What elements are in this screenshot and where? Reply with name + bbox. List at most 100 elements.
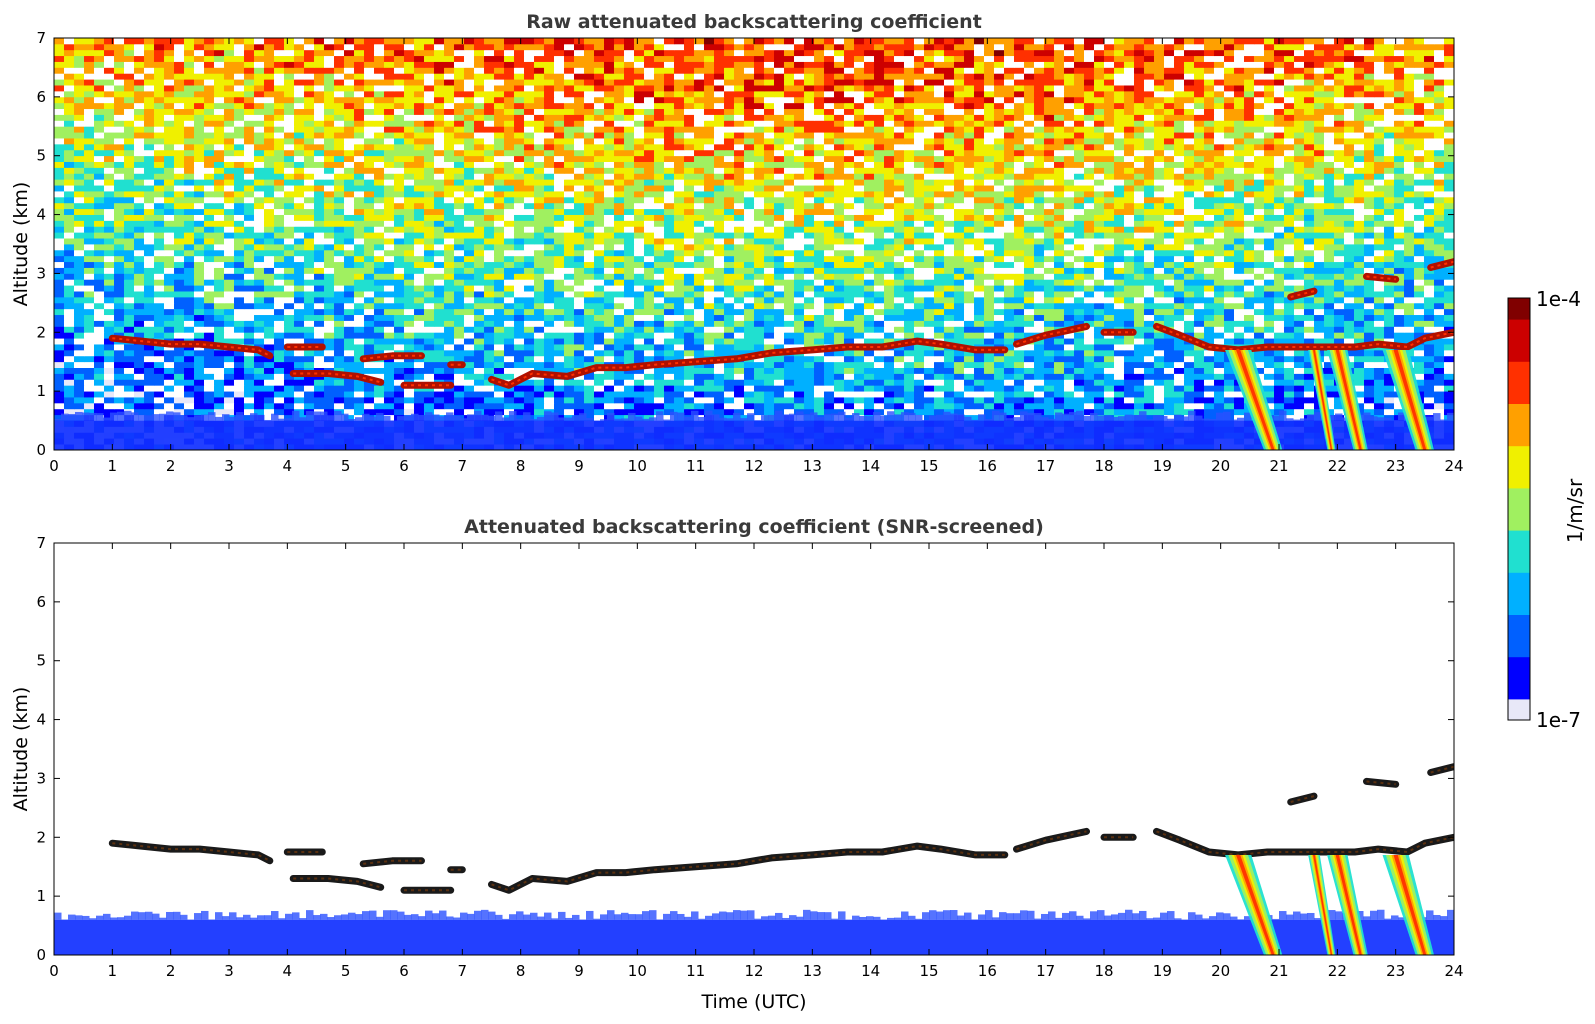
noise-cell (54, 302, 65, 310)
noise-cell (764, 344, 775, 351)
noise-cell (1344, 267, 1355, 274)
noise-cell (1114, 285, 1125, 292)
noise-cell (944, 373, 955, 380)
noise-cell (964, 285, 975, 292)
noise-cell (364, 249, 375, 257)
noise-cell (884, 373, 895, 380)
noise-cell (914, 302, 925, 310)
noise-cell (174, 238, 185, 245)
noise-cell (1054, 285, 1065, 292)
noise-cell (594, 373, 605, 380)
noise-cell (504, 261, 515, 268)
noise-cell (504, 391, 515, 398)
noise-cell (754, 314, 765, 321)
noise-cell (704, 391, 715, 398)
noise-cell (524, 244, 535, 251)
noise-cell (734, 249, 745, 257)
noise-cell (854, 349, 865, 357)
noise-cell (214, 402, 225, 410)
noise-cell (1114, 373, 1125, 380)
noise-cell (584, 273, 595, 280)
noise-cell (604, 385, 615, 392)
noise-cell (374, 397, 385, 404)
noise-cell (894, 320, 905, 327)
noise-cell (434, 326, 445, 333)
noise-cell (1164, 308, 1175, 316)
noise-cell (744, 238, 755, 245)
noise-cell (414, 296, 425, 304)
noise-cell (624, 308, 635, 316)
noise-cell (374, 291, 385, 298)
noise-cell (1194, 373, 1205, 380)
noise-cell (124, 279, 135, 286)
noise-cell (184, 273, 195, 280)
noise-cell (664, 267, 675, 274)
noise-cell (784, 379, 795, 386)
noise-cell (584, 408, 595, 416)
noise-cell (874, 273, 885, 280)
noise-cell (734, 273, 745, 280)
noise-cell (264, 255, 275, 263)
noise-cell (1054, 273, 1065, 280)
noise-cell (1274, 249, 1285, 257)
noise-cell (1114, 344, 1125, 351)
noise-cell (634, 344, 645, 351)
noise-cell (584, 308, 595, 316)
noise-cell (434, 249, 445, 257)
noise-cell (104, 308, 115, 316)
noise-cell (1444, 379, 1454, 386)
noise-cell (1334, 408, 1345, 416)
noise-cell (614, 279, 625, 286)
noise-cell (94, 302, 105, 310)
noise-cell (834, 320, 845, 327)
noise-cell (1014, 355, 1025, 363)
noise-cell (554, 273, 565, 280)
noise-cell (244, 261, 255, 268)
noise-cell (964, 391, 975, 398)
noise-cell (534, 320, 545, 327)
noise-cell (354, 291, 365, 298)
noise-cell (494, 338, 505, 345)
noise-cell (1004, 320, 1015, 327)
noise-cell (414, 332, 425, 339)
noise-cell (54, 308, 65, 316)
noise-cell (444, 397, 455, 404)
noise-cell (584, 291, 595, 298)
noise-cell (84, 249, 95, 257)
noise-cell (534, 332, 545, 339)
noise-cell (314, 397, 325, 404)
noise-cell (824, 314, 835, 321)
noise-cell (1044, 361, 1055, 368)
noise-cell (1034, 344, 1045, 351)
noise-cell (1264, 379, 1275, 386)
noise-cell (464, 261, 475, 268)
noise-cell (584, 267, 595, 274)
noise-cell (824, 361, 835, 368)
noise-cell (1124, 385, 1135, 392)
noise-cell (994, 291, 1005, 298)
noise-cell (354, 244, 365, 251)
noise-cell (1404, 261, 1415, 268)
noise-cell (1064, 267, 1075, 274)
noise-cell (784, 326, 795, 333)
noise-cell (1414, 261, 1425, 268)
noise-cell (1134, 379, 1145, 386)
noise-cell (794, 267, 805, 274)
noise-cell (1074, 397, 1085, 404)
noise-cell (904, 402, 915, 410)
noise-cell (284, 302, 295, 310)
noise-cell (474, 373, 485, 380)
noise-cell (234, 244, 245, 251)
noise-cell (424, 349, 435, 357)
noise-cell (454, 285, 465, 292)
noise-cell (264, 332, 275, 339)
noise-cell (1214, 285, 1225, 292)
noise-cell (674, 273, 685, 280)
noise-cell (894, 361, 905, 368)
noise-cell (634, 285, 645, 292)
noise-cell (1144, 285, 1155, 292)
noise-cell (214, 338, 225, 345)
noise-cell (1214, 314, 1225, 321)
noise-cell (294, 302, 305, 310)
noise-cell (784, 355, 795, 363)
